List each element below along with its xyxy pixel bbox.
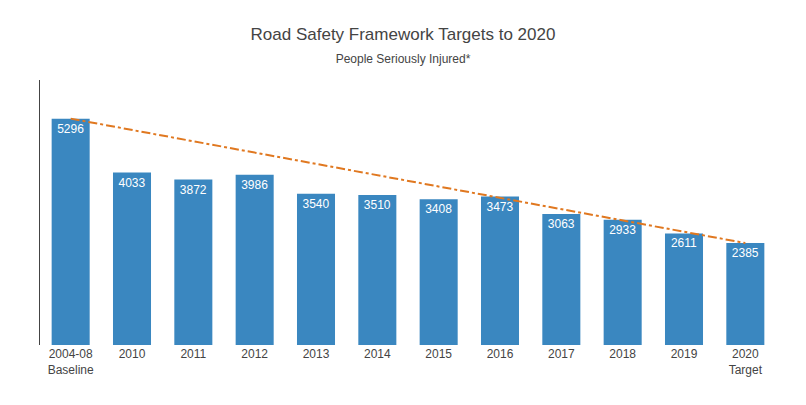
svg-text:2020Target: 2020Target bbox=[729, 347, 763, 377]
svg-text:3473: 3473 bbox=[486, 200, 513, 214]
svg-text:3872: 3872 bbox=[180, 183, 207, 197]
svg-text:3063: 3063 bbox=[548, 217, 575, 231]
svg-text:3986: 3986 bbox=[241, 178, 268, 192]
svg-text:4033: 4033 bbox=[118, 176, 145, 190]
svg-text:2018: 2018 bbox=[609, 347, 636, 361]
svg-text:5296: 5296 bbox=[57, 122, 84, 136]
svg-text:2385: 2385 bbox=[732, 246, 759, 260]
svg-text:Road Safety Framework Targets: Road Safety Framework Targets to 2020 bbox=[251, 25, 556, 44]
svg-text:2012: 2012 bbox=[241, 347, 268, 361]
svg-text:3408: 3408 bbox=[425, 202, 452, 216]
svg-text:2010: 2010 bbox=[119, 347, 146, 361]
svg-text:2017: 2017 bbox=[548, 347, 575, 361]
svg-text:People Seriously Injured*: People Seriously Injured* bbox=[336, 52, 471, 66]
svg-text:2015: 2015 bbox=[425, 347, 452, 361]
svg-text:2933: 2933 bbox=[609, 223, 636, 237]
svg-text:3510: 3510 bbox=[364, 198, 391, 212]
svg-text:2011: 2011 bbox=[180, 347, 206, 361]
svg-text:2016: 2016 bbox=[487, 347, 514, 361]
svg-text:2611: 2611 bbox=[671, 236, 697, 250]
svg-text:3540: 3540 bbox=[302, 197, 329, 211]
svg-text:2019: 2019 bbox=[671, 347, 698, 361]
svg-text:2004-08Baseline: 2004-08Baseline bbox=[48, 347, 94, 377]
svg-text:2013: 2013 bbox=[303, 347, 330, 361]
svg-text:2014: 2014 bbox=[364, 347, 391, 361]
